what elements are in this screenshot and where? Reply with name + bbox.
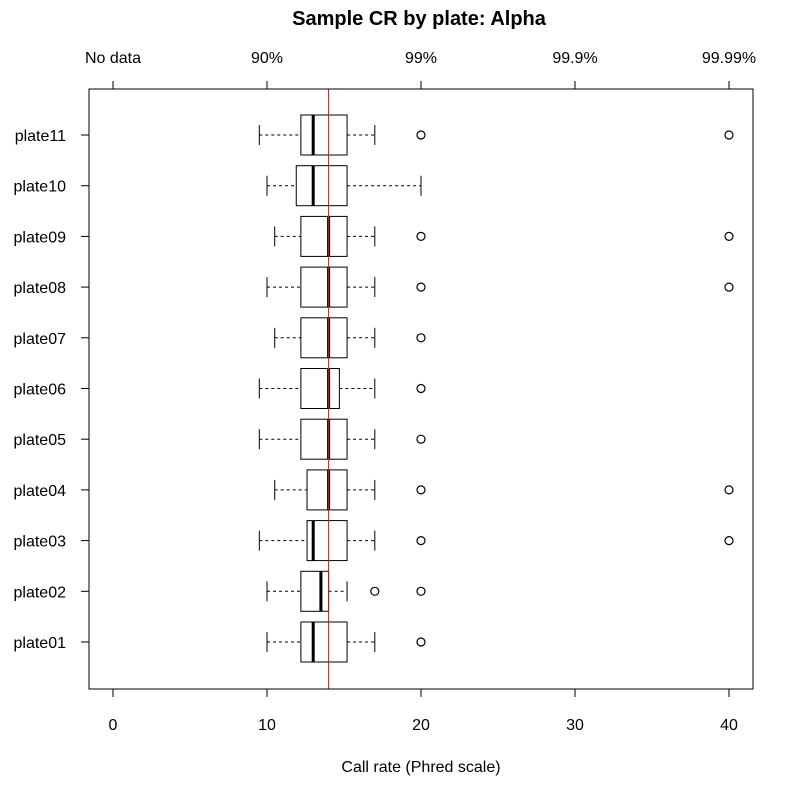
box-rect — [300, 570, 330, 612]
outlier-point — [416, 282, 426, 292]
box-rect — [300, 418, 348, 460]
x-tick-label-bottom: 10 — [258, 717, 276, 734]
box-group-plate02 — [266, 570, 426, 612]
x-tick-label-bottom: 20 — [412, 717, 430, 734]
box-rect — [300, 621, 348, 663]
y-tick-label: plate07 — [14, 331, 67, 348]
marks-layer — [258, 89, 734, 689]
outlier-point — [724, 231, 734, 241]
box-group-plate05 — [258, 418, 426, 460]
box-group-plate03 — [258, 520, 734, 562]
axes-layer: plate01 plate02 plate03 plate04 plate05 plate… — [14, 50, 757, 734]
box-rect — [300, 114, 348, 156]
y-tick-label: plate01 — [14, 635, 67, 652]
box-group-plate09 — [274, 215, 734, 257]
box-rect — [300, 317, 348, 359]
outlier-point — [416, 130, 426, 140]
box-rect — [300, 215, 348, 257]
box-group-plate07 — [274, 317, 426, 359]
outlier-point — [724, 130, 734, 140]
box-group-plate04 — [274, 469, 734, 511]
outlier-point — [724, 282, 734, 292]
y-tick-label: plate09 — [14, 229, 67, 246]
outlier-point — [416, 485, 426, 495]
box-rect — [300, 266, 348, 308]
x-tick-label-top: 99.9% — [552, 50, 597, 67]
outlier-point — [370, 586, 380, 596]
y-tick-label: plate11 — [15, 128, 66, 145]
outlier-point — [724, 535, 734, 546]
box-rect — [295, 165, 348, 207]
box-group-plate10 — [266, 165, 422, 207]
x-tick-label-bottom: 40 — [720, 717, 738, 734]
outlier-point — [416, 383, 426, 394]
box-group-plate11 — [258, 114, 734, 156]
y-tick-label: plate03 — [14, 534, 67, 551]
outlier-point — [416, 434, 426, 444]
y-tick-label: plate08 — [14, 280, 67, 297]
x-tick-label-bottom: 30 — [566, 717, 584, 734]
outlier-point — [416, 231, 426, 241]
outlier-point — [416, 637, 426, 647]
x-axis-title: Call rate (Phred scale) — [341, 759, 500, 776]
box-group-plate06 — [258, 368, 426, 409]
outlier-point — [416, 333, 426, 343]
y-tick-label: plate05 — [14, 432, 67, 449]
y-tick-label: plate10 — [14, 179, 67, 196]
x-tick-label-bottom: 0 — [109, 717, 118, 734]
box-group-plate08 — [266, 266, 734, 308]
y-tick-label: plate06 — [14, 382, 67, 399]
box-rect — [306, 469, 348, 511]
box-rect — [300, 368, 340, 409]
outlier-point — [416, 586, 426, 596]
outlier-point — [416, 535, 426, 546]
box-group-plate01 — [266, 621, 426, 663]
x-tick-label-top: 99.99% — [702, 50, 756, 67]
y-tick-label: plate02 — [14, 584, 67, 601]
x-tick-label-top: 99% — [405, 50, 437, 67]
y-tick-label: plate04 — [14, 483, 67, 500]
x-tick-label-top: No data — [85, 50, 141, 67]
outlier-point — [724, 485, 734, 495]
chart-title: Sample CR by plate: Alpha — [292, 8, 547, 30]
x-tick-label-top: 90% — [251, 50, 283, 67]
